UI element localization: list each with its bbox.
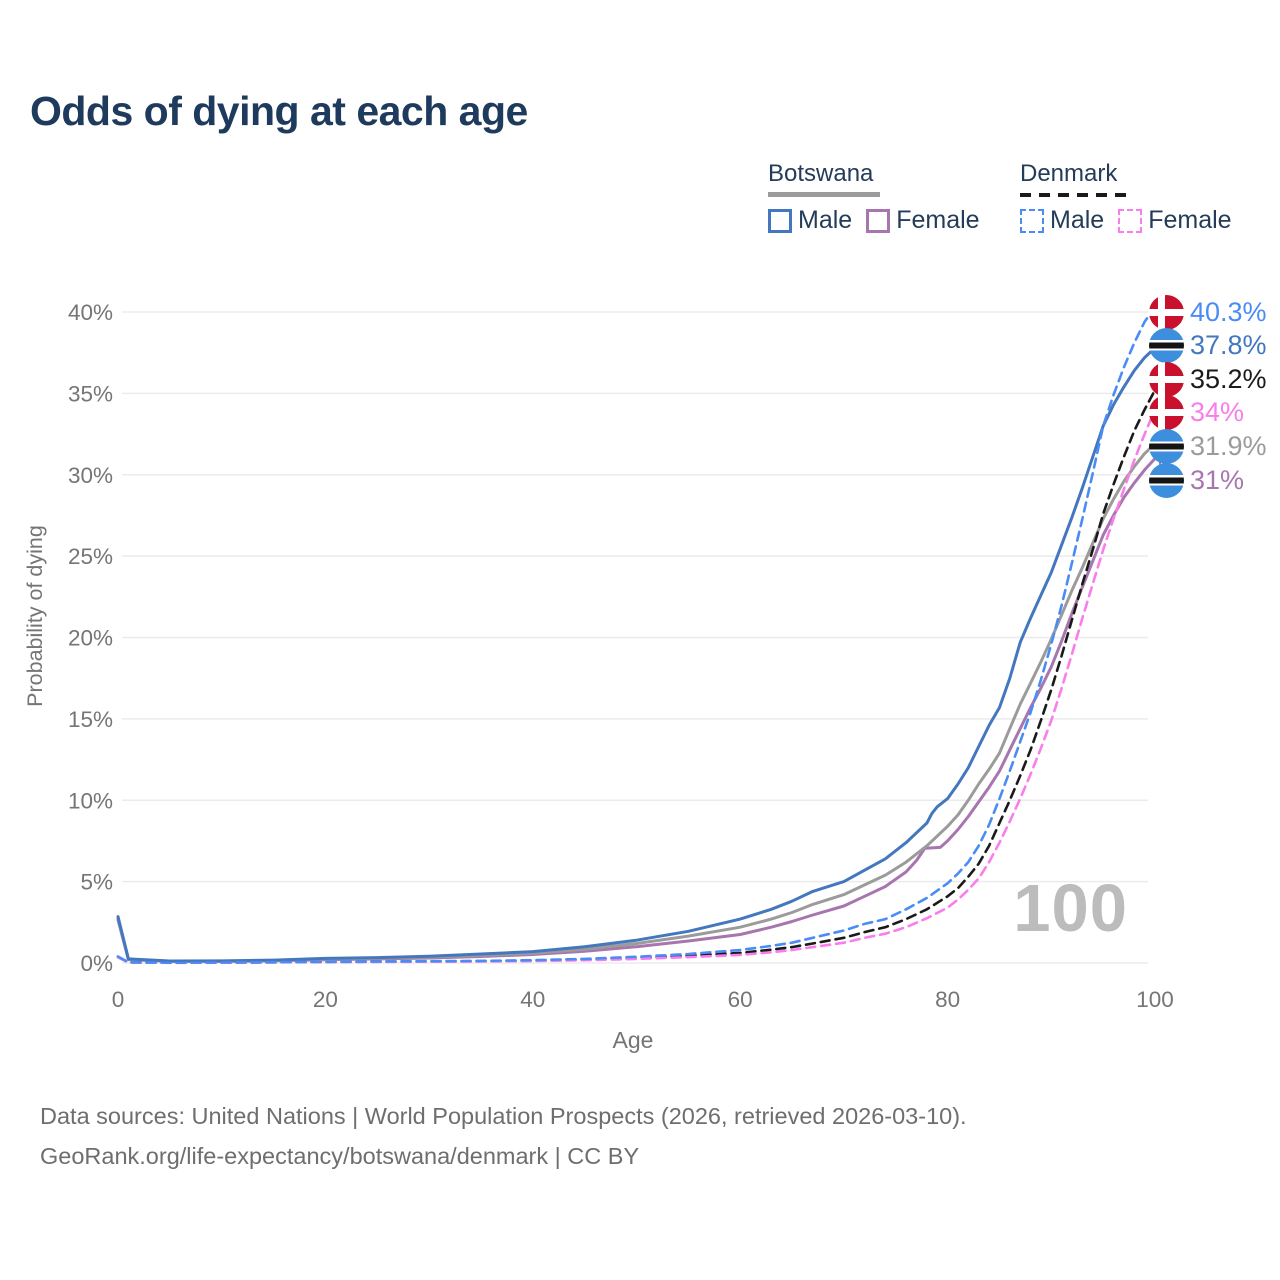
legend-item-botswana-male-label: Male (798, 206, 853, 234)
end-label-value: 37.8% (1190, 330, 1267, 361)
botswana-flag-icon (1149, 429, 1184, 465)
botswana-solid-line-swatch (768, 192, 880, 197)
legend-item-denmark-female[interactable]: Female (1118, 206, 1232, 235)
end-label-botswana-both: 31.9% (1149, 429, 1267, 465)
x-tick-label: 60 (728, 987, 753, 1012)
page-title: Odds of dying at each age (30, 88, 528, 134)
denmark-flag-icon (1149, 395, 1184, 431)
denmark-male-swatch (1020, 208, 1044, 233)
legend-item-denmark-female-label: Female (1148, 206, 1232, 234)
y-tick-label: 35% (68, 381, 113, 406)
botswana-flag-icon (1149, 328, 1184, 364)
botswana-male-swatch (768, 208, 792, 233)
end-label-value: 35.2% (1190, 363, 1267, 394)
footer-attribution-link[interactable]: GeoRank.org/life-expectancy/botswana/den… (40, 1143, 640, 1169)
y-axis-title: Probability of dying (23, 525, 47, 707)
legend-item-denmark-male-label: Male (1050, 206, 1105, 234)
legend-country-denmark[interactable]: Denmark (1020, 160, 1246, 197)
y-tick-label: 25% (68, 544, 113, 569)
legend-country-botswana[interactable]: Botswana (768, 160, 994, 197)
series-line-botswana-male[interactable] (116, 346, 1157, 963)
end-label-botswana-female: 31% (1149, 462, 1244, 498)
series-line-denmark-male[interactable] (116, 305, 1157, 965)
y-tick-label: 10% (68, 788, 113, 813)
legend-item-botswana-female-label: Female (896, 206, 980, 234)
denmark-flag-icon (1149, 361, 1184, 397)
y-tick-label: 15% (68, 707, 113, 732)
denmark-dashed-line-swatch (1020, 193, 1132, 197)
legend-group-denmark: Denmark Male Female (1020, 160, 1246, 235)
legend-item-botswana-female[interactable]: Female (866, 206, 980, 235)
y-tick-label: 0% (80, 951, 113, 976)
footer-data-sources: Data sources: United Nations | World Pop… (40, 1103, 967, 1129)
y-tick-label: 5% (80, 870, 113, 895)
end-label-botswana-male: 37.8% (1149, 328, 1267, 364)
series-line-denmark-both[interactable] (116, 388, 1157, 965)
series-line-denmark-female[interactable] (116, 408, 1157, 965)
botswana-flag-icon (1149, 462, 1184, 498)
x-axis-title: Age (613, 1027, 654, 1053)
end-label-value: 31% (1190, 464, 1245, 495)
y-tick-label: 40% (68, 300, 113, 325)
end-label-denmark-male: 40.3% (1149, 294, 1267, 330)
x-tick-label: 0 (112, 987, 125, 1012)
legend-item-botswana-male[interactable]: Male (768, 206, 852, 235)
x-tick-label: 80 (935, 987, 960, 1012)
end-label-value: 34% (1190, 397, 1245, 428)
x-tick-label: 100 (1136, 987, 1174, 1012)
legend-country-denmark-label: Denmark (1020, 160, 1118, 187)
x-tick-label: 40 (520, 987, 545, 1012)
plot-area[interactable] (118, 300, 1155, 963)
hover-age-watermark: 100 (1013, 871, 1128, 946)
legend-item-denmark-male[interactable]: Male (1020, 206, 1104, 235)
y-tick-label: 30% (68, 463, 113, 488)
end-label-value: 40.3% (1190, 296, 1267, 327)
denmark-flag-icon (1149, 294, 1184, 330)
end-label-denmark-female: 34% (1149, 395, 1244, 431)
legend-group-botswana: Botswana Male Female (768, 160, 994, 235)
botswana-female-swatch (866, 208, 891, 233)
x-tick-label: 20 (313, 987, 338, 1012)
denmark-female-swatch (1118, 208, 1143, 233)
end-label-value: 31.9% (1190, 431, 1267, 462)
end-label-denmark-both: 35.2% (1149, 361, 1267, 397)
legend-country-botswana-label: Botswana (768, 160, 874, 187)
y-tick-label: 20% (68, 626, 113, 651)
